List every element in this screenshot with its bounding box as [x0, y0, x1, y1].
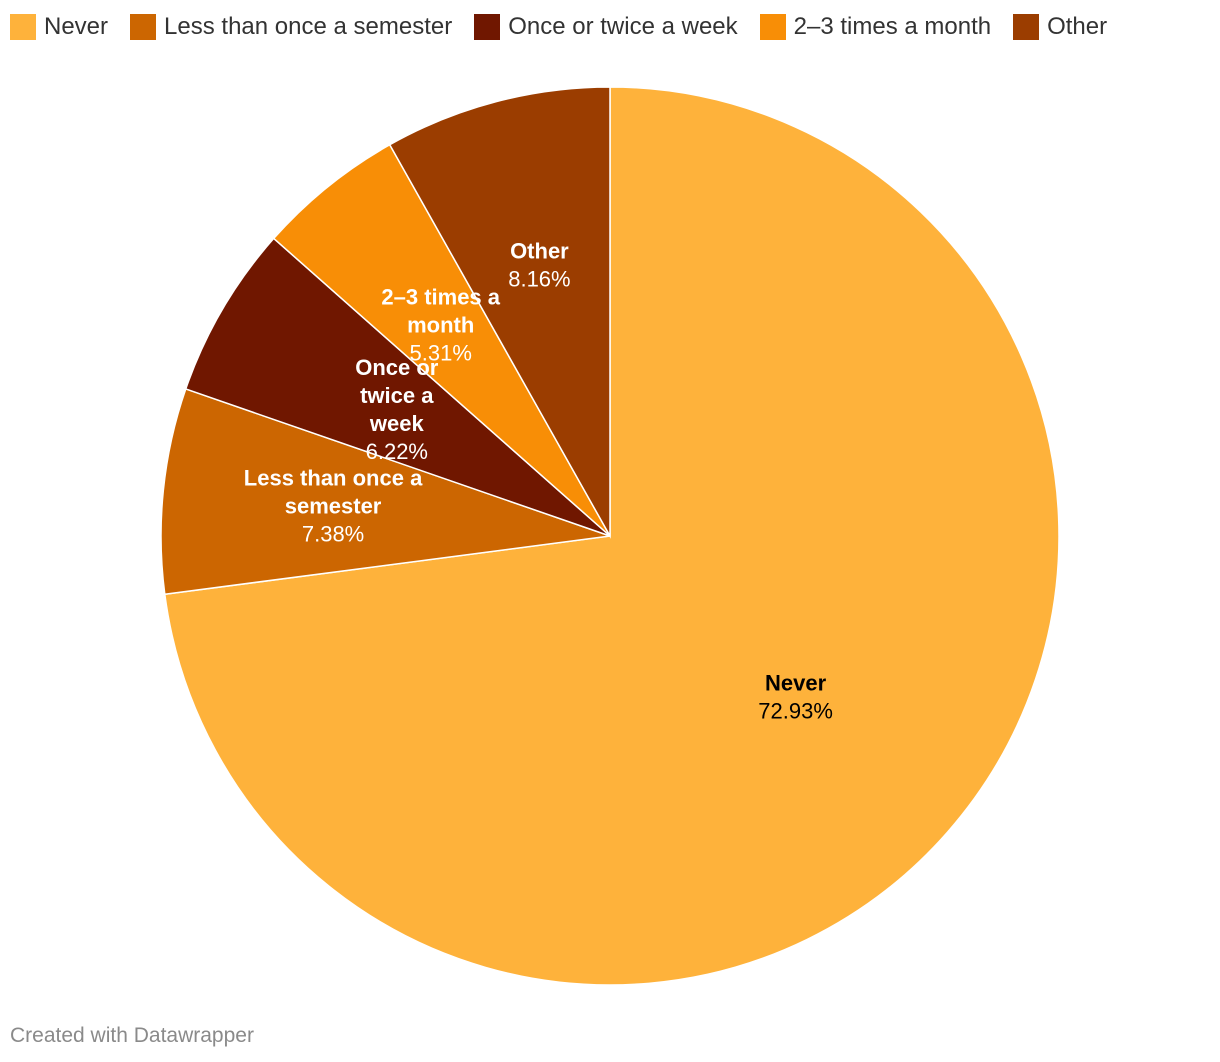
slice-name-less-than-once-a-semester: semester [285, 494, 382, 519]
legend-swatch-2-3-times-a-month [759, 14, 786, 40]
pie-slice-2-3-times-a-month [272, 143, 611, 537]
legend-swatch-once-or-twice-a-week [474, 14, 501, 40]
slice-value-2-3-times-a-month: 5.31% [410, 340, 472, 365]
legend-item-less-than-once-a-semester: Less than once a semester [130, 13, 452, 41]
pie-slice-never [163, 86, 1060, 986]
slice-label-never: Never 72.93% [758, 671, 833, 724]
slice-label-once-or-twice-a-week: Once or twice a week 6.22% [355, 355, 439, 464]
slice-name-never: Never [765, 671, 827, 696]
slice-value-never: 72.93% [758, 699, 833, 724]
legend-label-never: Never [44, 13, 109, 40]
slice-name-2-3-times-a-month: month [407, 312, 474, 337]
legend-swatch-never [10, 14, 36, 40]
slice-name-less-than-once-a-semester: Less than once a [244, 466, 423, 491]
legend-label-less-than-once-a-semester: Less than once a semester [164, 13, 453, 40]
legend-item-other: Other [1013, 13, 1107, 41]
legend-swatch-other [1013, 14, 1040, 40]
footer-credit: Created with Datawrapper [10, 1024, 254, 1047]
pie-chart: Never 72.93% Less than once a semester 7.38%… [160, 86, 1060, 986]
legend-swatch-less-than-once-a-semester [130, 14, 157, 40]
legend-item-2-3-times-a-month: 2–3 times a month [759, 13, 992, 41]
legend-label-once-or-twice-a-week: Once or twice a week [508, 13, 738, 40]
legend-label-other: Other [1047, 13, 1108, 40]
slice-name-2-3-times-a-month: 2–3 times a [381, 284, 500, 309]
slice-label-other: Other 8.16% [508, 239, 570, 292]
slice-name-once-or-twice-a-week: week [369, 411, 425, 436]
slice-name-once-or-twice-a-week: twice a [360, 383, 434, 408]
slice-name-other: Other [510, 239, 569, 264]
legend-label-2-3-times-a-month: 2–3 times a month [793, 13, 992, 40]
slice-label-less-than-once-a-semester: Less than once a semester 7.38% [244, 466, 423, 547]
slice-value-other: 8.16% [508, 267, 570, 292]
pie-slice-less-than-once-a-semester [160, 388, 611, 596]
pie-slice-other [388, 86, 611, 539]
slice-value-once-or-twice-a-week: 6.22% [366, 439, 428, 464]
chart-legend: Never Less than once a semester Once or … [10, 12, 1129, 42]
legend-item-once-or-twice-a-week: Once or twice a week [474, 13, 738, 41]
pie-slice-once-or-twice-a-week [184, 237, 611, 537]
slice-value-less-than-once-a-semester: 7.38% [302, 522, 364, 547]
slice-name-once-or-twice-a-week: Once or [355, 355, 439, 380]
legend-item-never: Never [10, 13, 108, 41]
slice-label-2-3-times-a-month: 2–3 times a month 5.31% [381, 284, 500, 365]
